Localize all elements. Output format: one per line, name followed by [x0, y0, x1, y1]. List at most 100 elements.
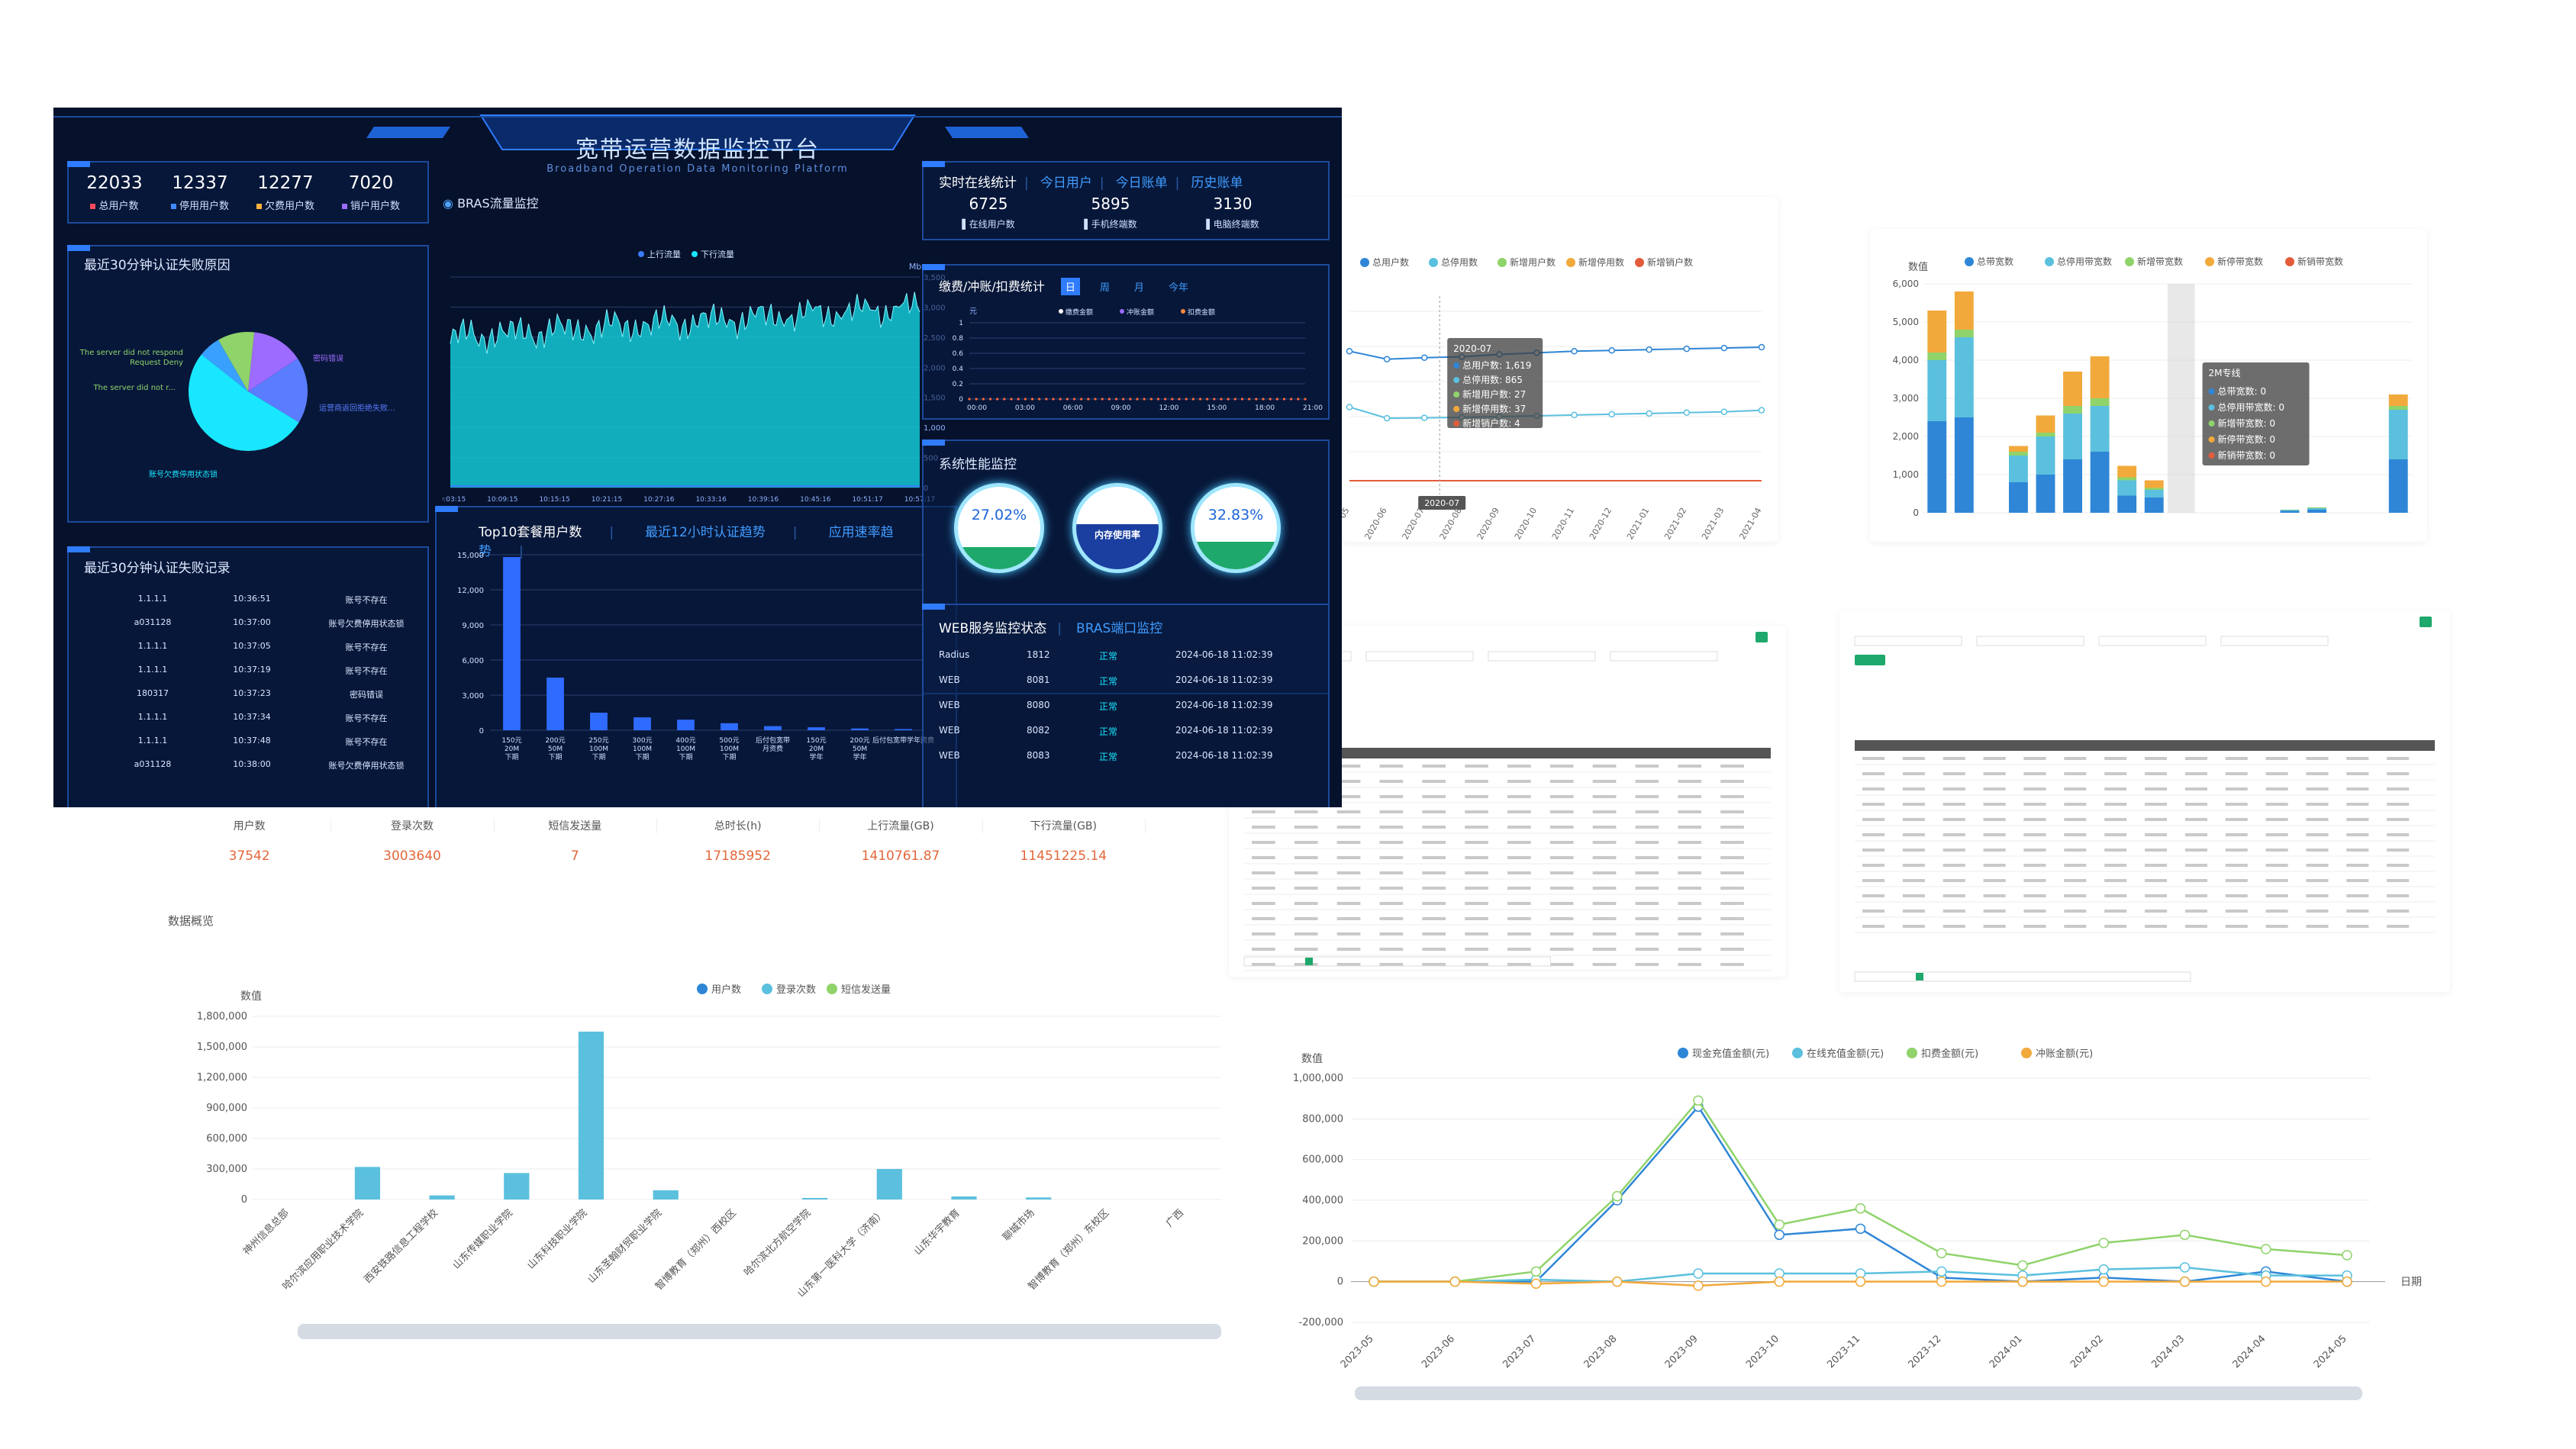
data-point: [1936, 1276, 1947, 1287]
legend-label: 用户数: [711, 984, 741, 996]
tooltip-title: 2020-07: [1453, 343, 1491, 354]
cell-placeholder: [2145, 925, 2168, 928]
data-point: [1059, 398, 1062, 401]
data-point: [1072, 398, 1076, 401]
tooltip-dot: [1453, 377, 1460, 383]
cell-placeholder: [2225, 787, 2248, 791]
cell-placeholder: [1336, 795, 1361, 798]
bar-segment: [1954, 417, 1974, 513]
payment-line-chart: 元 缴费金额 冲账金额 扣费金额 1 0.8 0.6 0.4 0.2 0 00:00 03:00 06:…: [953, 308, 1323, 412]
cell-placeholder: [1336, 887, 1361, 890]
cell-placeholder: [1862, 879, 1885, 882]
cell-placeholder: [1720, 917, 1744, 920]
x-tick: 2023-09: [1663, 1333, 1701, 1370]
period-tab[interactable]: 月: [1133, 282, 1144, 294]
bar-segment: [2009, 446, 2028, 452]
legend-label: 扣费金额: [1188, 308, 1215, 317]
tab-rate-trend[interactable]: 应用速率趋势: [479, 525, 894, 559]
cell-placeholder: [1942, 848, 1965, 852]
record-time: 10:37:19: [233, 665, 271, 675]
cell-placeholder: [1983, 848, 2006, 852]
cell-placeholder: [1507, 795, 1531, 798]
cell-placeholder: [1678, 826, 1702, 829]
cell-placeholder: [2104, 848, 2127, 852]
data-point: [1024, 398, 1027, 401]
cell-placeholder: [2225, 803, 2248, 806]
period-tab[interactable]: 今年: [1168, 282, 1188, 294]
x-tick: 10:21:15: [592, 496, 622, 504]
tab-auth-trend[interactable]: 最近12小时认证趋势: [645, 525, 766, 540]
tab-top10[interactable]: Top10套餐用户数: [479, 525, 582, 540]
data-point: [1612, 1190, 1623, 1202]
legend-dot: [1635, 258, 1644, 267]
bar-segment: [2117, 465, 2137, 478]
cell-placeholder: [2387, 803, 2410, 806]
tooltip-dot: [1453, 391, 1460, 398]
tab-realtime[interactable]: 实时在线统计: [939, 175, 1017, 191]
legend-dot: [1792, 1048, 1803, 1058]
period-tab[interactable]: 周: [1099, 282, 1110, 294]
cell-placeholder: [2225, 910, 2248, 913]
cell-placeholder: [2104, 879, 2127, 882]
cell-placeholder: [2265, 894, 2288, 897]
service-port: 1812: [1027, 649, 1050, 660]
tab-today-bill[interactable]: 今日账单: [1115, 175, 1168, 191]
service-name: WEB: [939, 725, 960, 736]
cell-placeholder: [1678, 963, 1702, 966]
cell-placeholder: [1720, 948, 1744, 951]
pie-slice: [248, 332, 298, 391]
cell-placeholder: [2346, 864, 2369, 867]
x-tick: 15:00: [1207, 404, 1227, 412]
tab-bras-port[interactable]: BRAS端口监控: [1076, 621, 1163, 636]
cell-placeholder: [1902, 803, 1925, 806]
cell-placeholder: [1422, 902, 1446, 905]
cell-placeholder: [2064, 864, 2087, 867]
cell-placeholder: [2225, 757, 2248, 760]
cell-placeholder: [2387, 910, 2410, 913]
cell-placeholder: [2064, 925, 2087, 928]
period-tab[interactable]: 日: [1060, 278, 1080, 295]
cell-placeholder: [1902, 925, 1925, 928]
cell-placeholder: [1635, 871, 1659, 874]
bar-segment: [2307, 510, 2326, 513]
cell-placeholder: [1592, 871, 1617, 874]
user-trend-chart: 总用户数 总停用数 新增用户数 新增停用数 新增销户数 2020-07 总用户数: 1,61…: [1325, 256, 1765, 541]
cell-placeholder: [1592, 963, 1617, 966]
cell-placeholder: [1507, 948, 1531, 951]
stat-label-text: 销户用户数: [350, 201, 400, 212]
y-tick: 0: [1337, 1277, 1343, 1288]
x-tick: 下期: [592, 753, 605, 762]
recharge-line-chart: 数值 现金充值金额(元) 在线充值金额(元) 扣费金额(元) 冲账金额(元) 1,000,…: [1293, 1048, 2422, 1400]
cell-placeholder: [1294, 841, 1318, 844]
tab-today-user[interactable]: 今日用户: [1040, 175, 1092, 191]
data-point: [1213, 398, 1216, 401]
summary-header: 总时长(h): [656, 818, 821, 833]
cell-placeholder: [2064, 833, 2087, 836]
cell-placeholder: [2265, 787, 2288, 791]
cell-placeholder: [1635, 887, 1659, 890]
summary-card: 用户数 37542 登录次数 3003640 短信发送量 7 总时长(h) 17185952 上…: [168, 807, 1146, 876]
cell-placeholder: [2184, 833, 2207, 836]
legend-dot: [1059, 309, 1063, 314]
tab-history-bill[interactable]: 历史账单: [1191, 175, 1243, 191]
filter-input: [1976, 636, 2084, 646]
x-tick: 2023-06: [1420, 1333, 1457, 1370]
cell-placeholder: [1294, 902, 1318, 905]
legend-label: 冲账金额(元): [2036, 1048, 2093, 1060]
x-tick: 2023-08: [1582, 1333, 1620, 1370]
data-point: [1774, 1276, 1785, 1287]
tooltip-line: 新增销户数: 4: [1462, 417, 1520, 429]
cell-placeholder: [1678, 948, 1702, 951]
total-users-line: [1349, 346, 1762, 360]
cell-placeholder: [1862, 818, 1885, 821]
data-point: [1143, 398, 1146, 401]
x-tick: 下期: [505, 753, 518, 762]
filter-input: [2220, 636, 2329, 646]
cell-placeholder: [2145, 894, 2168, 897]
cell-placeholder: [1549, 780, 1574, 783]
cell-placeholder: [1379, 871, 1404, 874]
cell-placeholder: [1592, 902, 1617, 905]
cell-placeholder: [2023, 757, 2046, 760]
tab-web-status[interactable]: WEB服务监控状态: [939, 621, 1047, 636]
x-tick: 150元: [501, 737, 521, 745]
